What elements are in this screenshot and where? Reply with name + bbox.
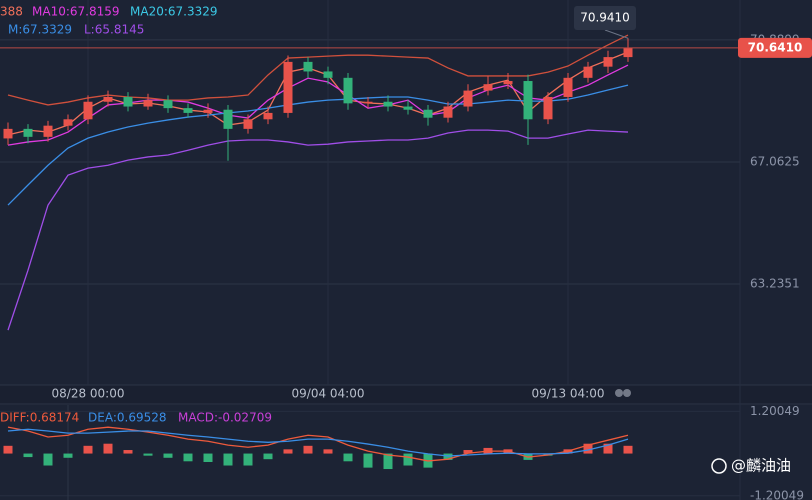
candle-body (363, 101, 373, 104)
macd-bar (303, 445, 313, 454)
candle-body (83, 101, 93, 120)
indicator-line (7, 129, 629, 331)
legend-entry: DIFF:0.68174 (0, 411, 79, 425)
y-tick-label: 63.2351 (750, 277, 800, 291)
macd-bar (443, 453, 453, 460)
macd-bar (283, 449, 293, 454)
macd-bar (183, 453, 193, 462)
x-tick-label: 09/13 04:00 (532, 387, 605, 401)
macd-bar (163, 453, 173, 458)
macd-line (7, 428, 629, 457)
candle-body (483, 84, 493, 91)
candle-body (403, 106, 413, 110)
candle-body (283, 61, 293, 113)
indicator-line (7, 34, 629, 106)
watermark: @麟油油 (711, 457, 791, 475)
macd-bar (3, 445, 13, 454)
candle-body (463, 90, 473, 107)
macd-bar (43, 453, 53, 466)
legend-entry: MA20:67.3329 (130, 5, 218, 19)
legend-entry: M:67.3329 (8, 23, 72, 37)
candle-body (443, 106, 453, 118)
y-tick-label: 1.20049 (750, 404, 800, 418)
candle-body (523, 81, 533, 120)
macd-bar (363, 453, 373, 468)
x-tick-label: 08/28 00:00 (52, 387, 125, 401)
macd-line (7, 426, 629, 462)
candle-body (63, 119, 73, 126)
scroll-icon[interactable] (615, 389, 623, 397)
candle-body (103, 96, 113, 102)
watermark-text: @麟油油 (731, 457, 791, 475)
macd-bar (403, 453, 413, 466)
candle-body (183, 108, 193, 113)
macd-bar (83, 445, 93, 454)
price-tag (738, 37, 812, 58)
candle-body (623, 47, 633, 58)
candle-body (303, 61, 313, 72)
macd-bar (463, 450, 473, 454)
candle-body (123, 96, 133, 107)
high-marker-line (604, 29, 629, 39)
macd-bar (383, 453, 393, 470)
macd-bar (583, 443, 593, 454)
macd-bar (63, 453, 73, 458)
legend-entry: L:65.8145 (84, 23, 144, 37)
legend-entry: MA10:67.8159 (32, 5, 120, 19)
macd-bar (323, 449, 333, 454)
legend-entry: DEA:0.69528 (88, 411, 167, 425)
y-tick-label: 67.0625 (750, 154, 800, 168)
candle-body (383, 101, 393, 107)
candle-body (263, 112, 273, 120)
candle-body (243, 119, 253, 129)
macd-bar (263, 453, 273, 460)
high-marker-box (574, 6, 636, 30)
macd-bar (123, 450, 133, 454)
candle-body (603, 57, 613, 67)
y-tick-label: -1.20049 (750, 488, 804, 500)
high-marker-label: 70.9410 (580, 11, 630, 25)
legend-entry: 388 (0, 5, 23, 19)
candle-body (43, 125, 53, 137)
watermark-logo (711, 458, 727, 474)
candle-body (203, 109, 213, 113)
price-tag-label: 70.6410 (748, 40, 803, 54)
candle-body (423, 109, 433, 118)
candle-body (563, 77, 573, 97)
x-axis-band (0, 385, 812, 405)
candle-body (543, 96, 553, 120)
macd-bar (23, 453, 33, 458)
macd-bar (623, 445, 633, 454)
candle-body (23, 128, 33, 137)
candle-body (143, 100, 153, 107)
macd-bar (223, 453, 233, 466)
macd-bar (203, 453, 213, 462)
macd-bar (603, 443, 613, 454)
candle-body (3, 128, 13, 139)
candle-body (343, 77, 353, 104)
macd-bar (103, 443, 113, 454)
legend-entry: MACD:-0.02709 (178, 411, 272, 425)
candle-body (323, 71, 333, 78)
macd-bar (343, 453, 353, 462)
candle-body (583, 66, 593, 78)
x-tick-label: 09/04 04:00 (292, 387, 365, 401)
macd-bar (243, 453, 253, 466)
scroll-icon[interactable] (623, 389, 631, 397)
candle-body (163, 100, 173, 109)
macd-bar (143, 453, 153, 456)
candle-body (503, 81, 513, 85)
candle-body (223, 109, 233, 129)
